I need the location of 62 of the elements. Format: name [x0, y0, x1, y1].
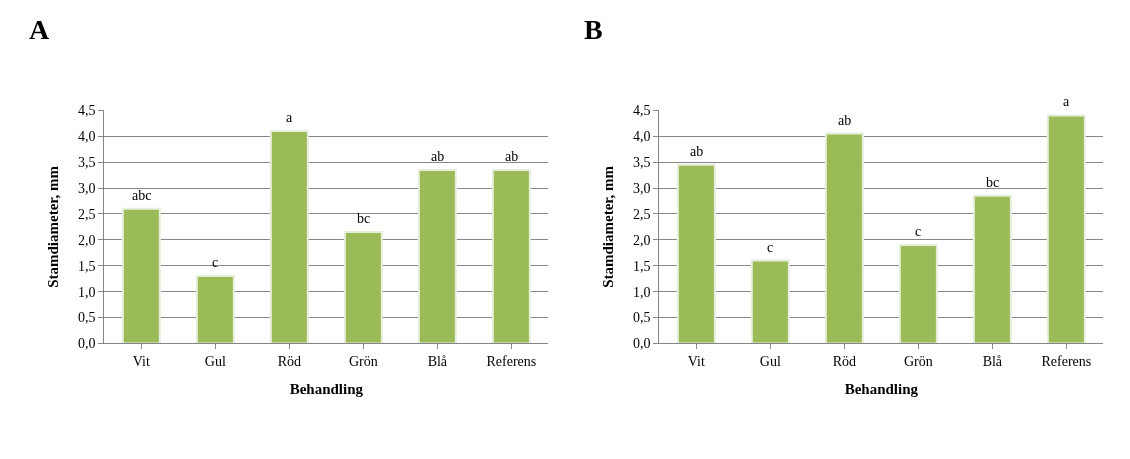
x-tick-label: Referens — [486, 354, 537, 370]
y-tick-label: 0,5 — [633, 310, 651, 326]
y-tick-label: 2,0 — [78, 232, 96, 248]
annotation: bc — [357, 211, 371, 226]
annotation: ab — [505, 149, 519, 164]
bar — [417, 168, 457, 344]
x-tick-label: Blå — [982, 354, 1003, 370]
annotation: c — [915, 224, 922, 239]
annotation: a — [1063, 94, 1070, 109]
bar — [491, 168, 531, 344]
x-tick-label: Blå — [427, 354, 448, 370]
y-axis-title: Stamdiameter, mm — [600, 165, 617, 288]
y-tick-label: 0,0 — [633, 336, 651, 352]
annotation: c — [212, 255, 219, 270]
bar — [676, 163, 716, 344]
x-tick-label: Röd — [277, 354, 302, 370]
bar — [343, 231, 383, 344]
y-tick-label: 2,5 — [78, 206, 96, 222]
bar — [898, 244, 938, 344]
y-tick-label: 2,5 — [633, 206, 651, 222]
y-tick-label: 1,0 — [633, 284, 651, 300]
y-tick-label: 0,5 — [78, 310, 96, 326]
y-tick-label: 0,0 — [78, 336, 96, 352]
annotation: ab — [431, 149, 445, 164]
x-tick-label: Gul — [204, 354, 226, 370]
y-tick-label: 3,5 — [78, 155, 96, 170]
x-tick-label: Grön — [903, 354, 933, 370]
bar — [824, 132, 864, 344]
annotation: ab — [690, 144, 704, 159]
x-tick-label: Vit — [687, 354, 705, 370]
y-tick-label: 1,5 — [633, 258, 651, 274]
y-tick-label: 3,0 — [78, 180, 96, 196]
annotation: ab — [838, 113, 852, 128]
bar — [195, 275, 235, 344]
x-axis-title: Behandling — [844, 381, 919, 398]
y-tick-label: 2,0 — [633, 232, 651, 248]
y-axis-title: Stamdiameter, mm — [45, 165, 62, 288]
annotation: abc — [132, 188, 152, 203]
annotation: bc — [986, 175, 1000, 190]
y-tick-label: 4,5 — [78, 103, 96, 119]
y-tick-label: 4,5 — [633, 103, 651, 119]
y-tick-label: 3,0 — [633, 180, 651, 196]
chart-title: B — [584, 14, 603, 45]
y-tick-label: 1,0 — [78, 284, 96, 300]
y-tick-label: 3,5 — [633, 155, 651, 170]
bar — [121, 207, 161, 344]
bar — [750, 259, 790, 344]
bar — [972, 194, 1012, 344]
y-tick-label: 4,0 — [78, 129, 96, 145]
chart-title: A — [29, 14, 50, 45]
x-axis-title: Behandling — [289, 381, 364, 398]
x-tick-label: Vit — [132, 354, 150, 370]
x-tick-label: Röd — [832, 354, 857, 370]
x-tick-label: Grön — [348, 354, 378, 370]
y-tick-label: 4,0 — [633, 129, 651, 145]
y-tick-label: 1,5 — [78, 258, 96, 274]
annotation: a — [286, 110, 293, 125]
bar — [269, 130, 309, 344]
x-tick-label: Referens — [1041, 354, 1092, 370]
annotation: c — [767, 240, 774, 255]
bar — [1046, 114, 1086, 344]
x-tick-label: Gul — [759, 354, 781, 370]
